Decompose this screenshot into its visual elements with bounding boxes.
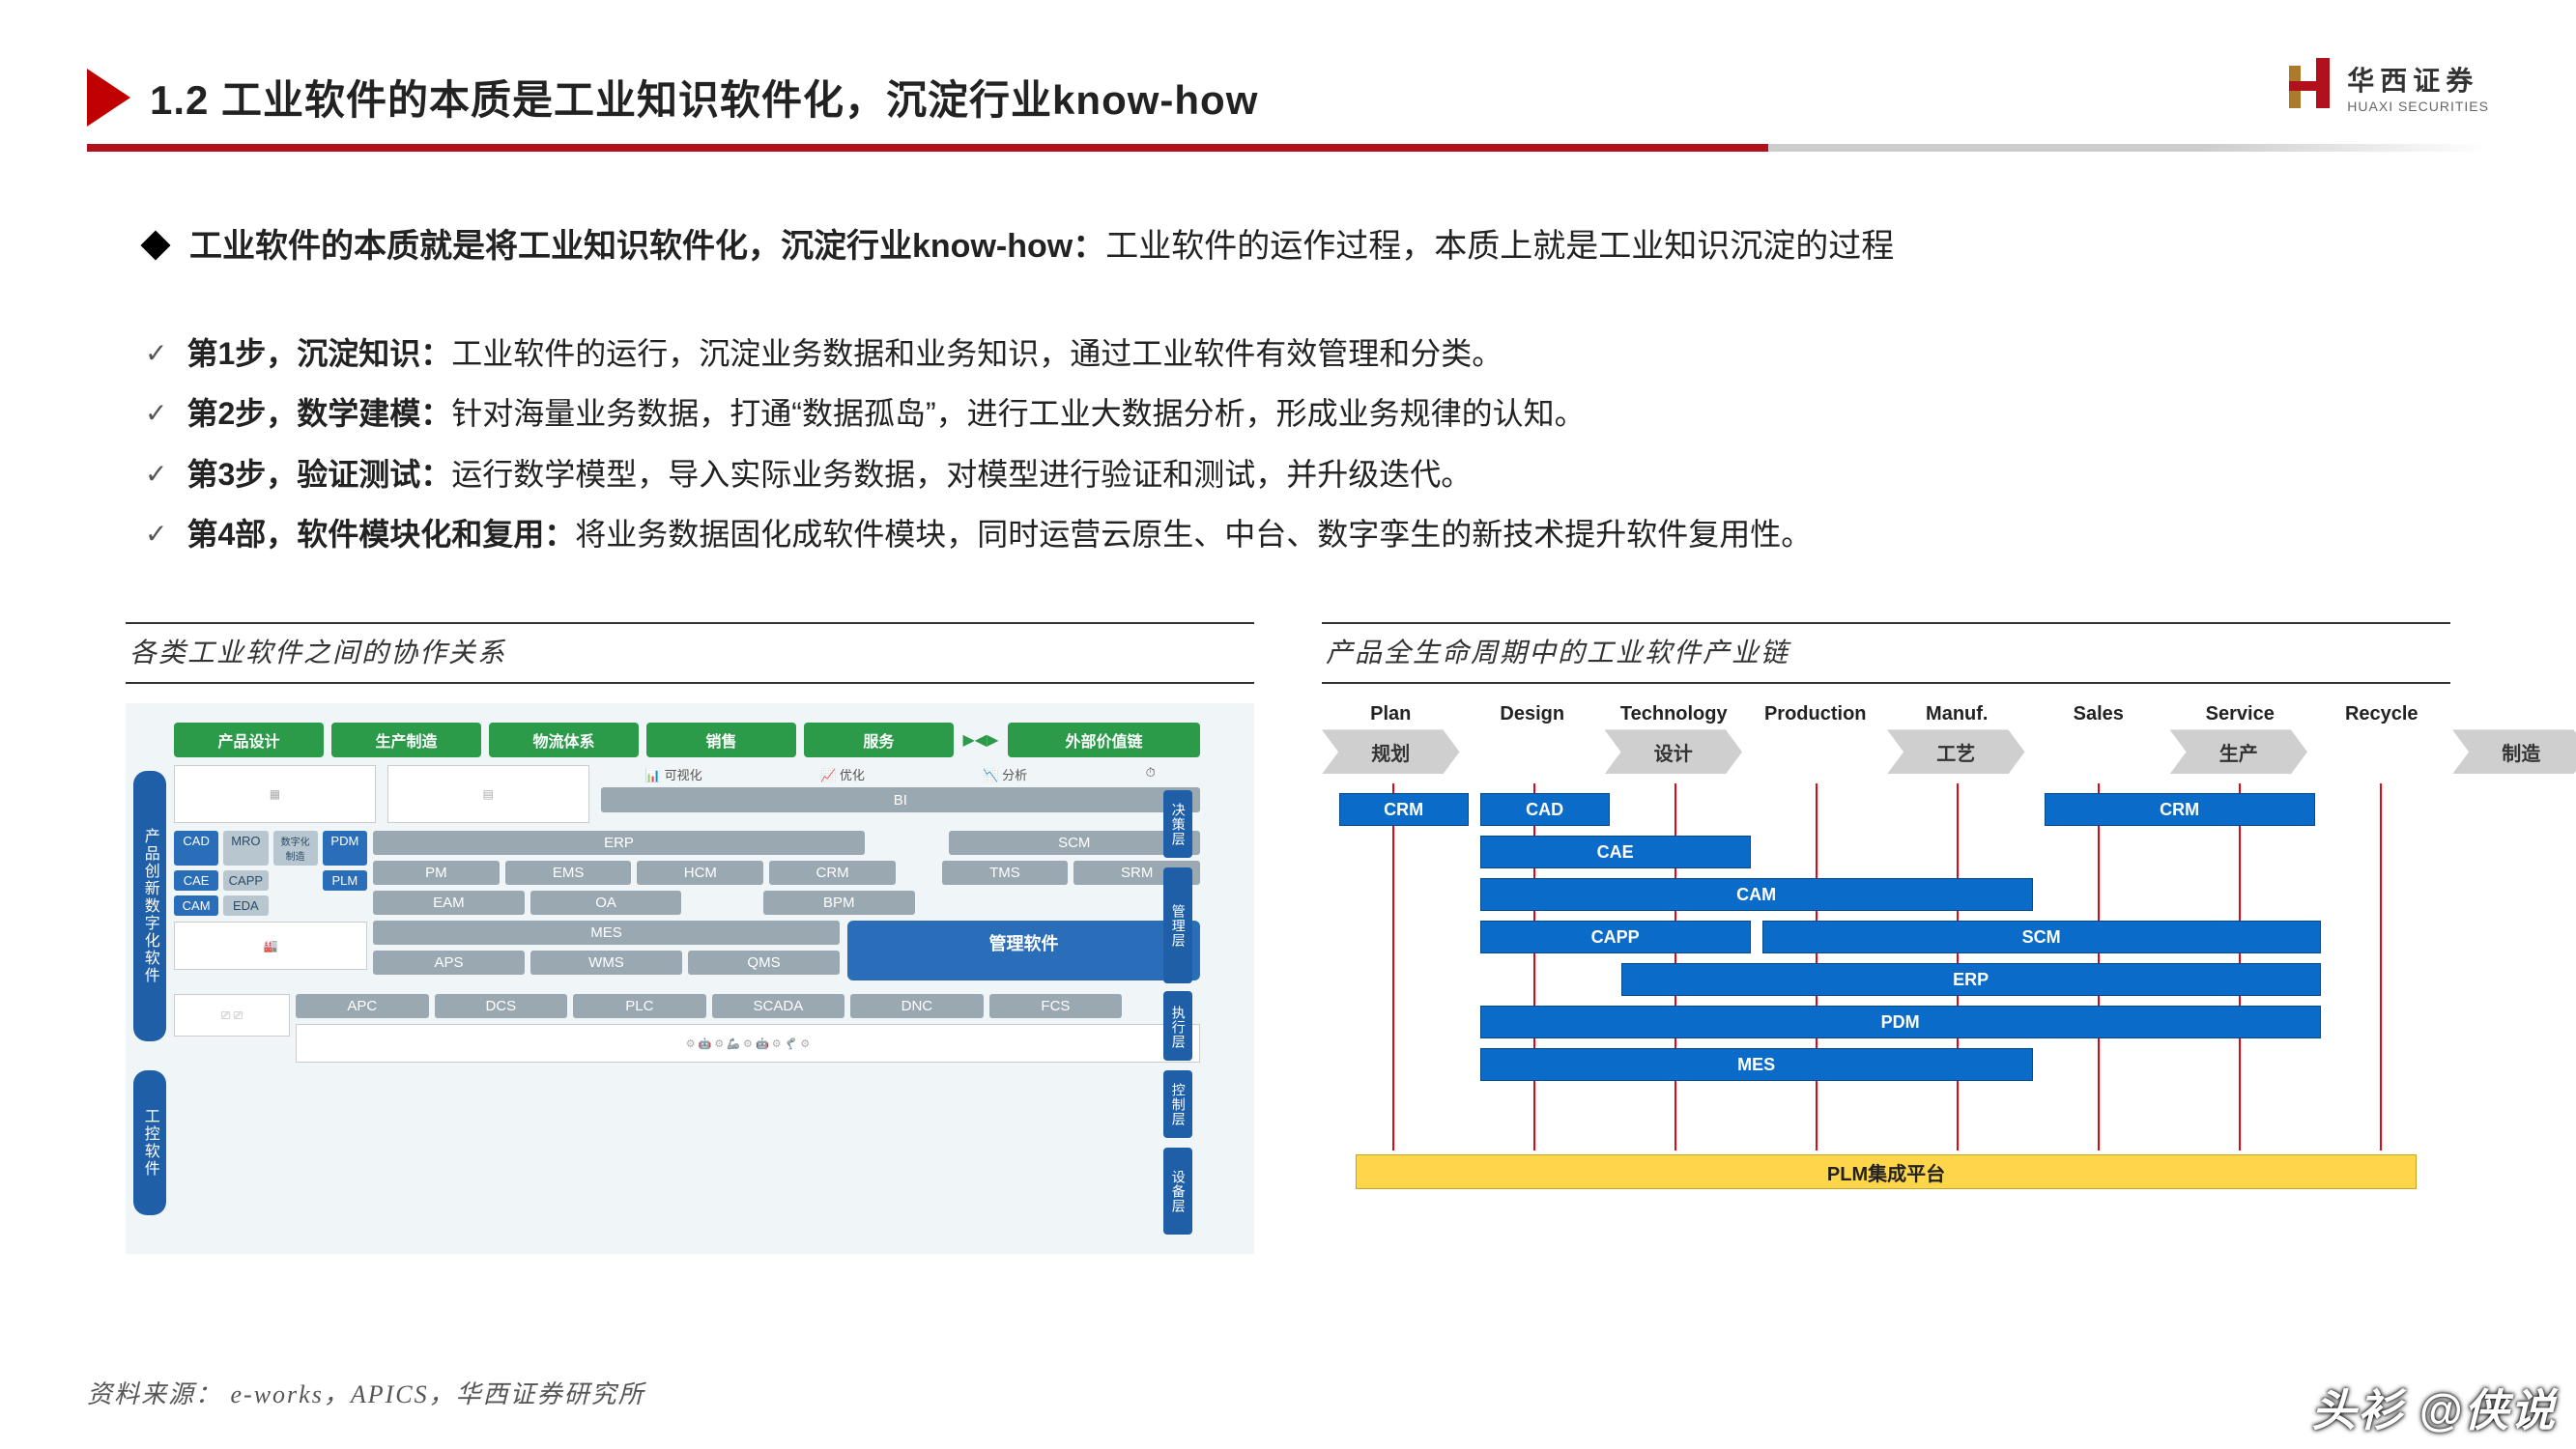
- illustration-icon: 🏭: [174, 922, 367, 970]
- stage-cn-chevron: 设计: [1605, 729, 1743, 774]
- right-diagram: PlanDesignTechnologyProductionManuf.Sale…: [1322, 703, 2450, 1254]
- stage-cn-chevron: 制造: [2452, 729, 2576, 774]
- chip: 产品设计: [174, 723, 324, 757]
- title-arrow-icon: [87, 69, 130, 127]
- title-underline: [87, 144, 2489, 152]
- layer-label: 设备层: [1163, 1148, 1192, 1235]
- lifecycle-bar: SCM: [1762, 921, 2321, 953]
- scada-icon: ⎚ ⎚: [174, 994, 290, 1037]
- lifecycle-lanes: CRM CAD CRM CAE CAM CAPP SCM ERP PDM MES PLM集成平台: [1322, 783, 2450, 1189]
- layer-label: 决策层: [1163, 790, 1192, 858]
- right-panel: 产品全生命周期中的工业软件产业链 PlanDesignTechnologyPro…: [1322, 622, 2450, 1254]
- content: 工业软件的本质就是将工业知识软件化，沉淀行业know-how：工业软件的运作过程…: [87, 219, 2489, 564]
- lifecycle-bar: CRM: [2045, 793, 2315, 826]
- lifecycle-bar: MES: [1480, 1048, 2033, 1081]
- layer-label: 控制层: [1163, 1070, 1192, 1138]
- logo-en: HUAXI SECURITIES: [2347, 99, 2489, 114]
- logo-cn: 华西证券: [2347, 60, 2489, 99]
- stage-cn-chevron: 规划: [1322, 729, 1460, 774]
- lead-rest: 工业软件的运作过程，本质上就是工业知识沉淀的过程: [1105, 228, 1894, 265]
- chip: 服务: [804, 723, 954, 757]
- layer-label: 执行层: [1163, 993, 1192, 1061]
- lead-bold: 工业软件的本质就是将工业知识软件化，沉淀行业know-how：: [189, 228, 1105, 265]
- watermark: 头衫 @侠说: [2311, 1376, 2557, 1439]
- step-item: 第2步，数学建模：针对海量业务数据，打通“数据孤岛”，进行工业大数据分析，形成业…: [145, 384, 2431, 443]
- lifecycle-bar: CAM: [1480, 878, 2033, 911]
- stage-en: Manuf.: [1888, 703, 2026, 725]
- lifecycle-bar: CAD: [1480, 793, 1610, 826]
- layer-label: 管理层: [1163, 867, 1192, 983]
- lifecycle-bar: PDM: [1480, 1006, 2321, 1038]
- lead-bullet: 工业软件的本质就是将工业知识软件化，沉淀行业know-how：工业软件的运作过程…: [145, 219, 2431, 275]
- lifecycle-bar: CAE: [1480, 836, 1751, 868]
- chip: 外部价值链: [1008, 723, 1200, 757]
- lifecycle-bar: CAPP: [1480, 921, 1751, 953]
- right-panel-title: 产品全生命周期中的工业软件产业链: [1322, 622, 2450, 684]
- lifecycle-bar: CRM: [1339, 793, 1469, 826]
- lifecycle-bar: ERP: [1621, 963, 2321, 996]
- lifecycle-vline: [1392, 783, 1394, 1151]
- left-panel: 各类工业软件之间的协作关系 产品创新数字化软件 工控软件 产品设计 生产制造 物…: [126, 622, 1254, 1254]
- stage-cn-chevron: 生产: [2170, 729, 2308, 774]
- chip: 生产制造: [331, 723, 481, 757]
- stage-cn-chevron: 工艺: [1887, 729, 2025, 774]
- step-item: 第4部，软件模块化和复用：将业务数据固化成软件模块，同时运营云原生、中台、数字孪…: [145, 504, 2431, 564]
- bi-bar: BI: [601, 787, 1200, 812]
- step-item: 第1步，沉淀知识：工业软件的运行，沉淀业务数据和业务知识，通过工业软件有效管理和…: [145, 324, 2431, 384]
- logo-text: 华西证券 HUAXI SECURITIES: [2347, 60, 2489, 114]
- left-vlabel-bot: 工控软件: [133, 1070, 166, 1215]
- brand-logo: 华西证券 HUAXI SECURITIES: [2285, 58, 2489, 116]
- lifecycle-en-row: PlanDesignTechnologyProductionManuf.Sale…: [1322, 703, 2450, 725]
- page-title: 1.2 工业软件的本质是工业知识软件化，沉淀行业know-how: [150, 68, 1258, 127]
- step-item: 第3步，验证测试：运行数学模型，导入实际业务数据，对模型进行验证和测试，并升级迭…: [145, 444, 2431, 504]
- stage-en: Technology: [1605, 703, 1743, 725]
- mgmt-software-label: 管理软件: [847, 921, 1200, 980]
- chain-sep-icon: ▶◀▶: [961, 723, 1000, 757]
- equipment-strip: ⚙ 🤖 ⚙ 🦾 ⚙ 🤖 ⚙ 🦿 ⚙: [296, 1024, 1200, 1063]
- lifecycle-vline: [2380, 783, 2382, 1151]
- mini-chart-icon: ▦: [174, 765, 376, 823]
- plm-strip: PLM集成平台: [1356, 1154, 2417, 1189]
- stage-en: Design: [1464, 703, 1602, 725]
- mini-chart-icon: ▤: [387, 765, 589, 823]
- slide: 1.2 工业软件的本质是工业知识软件化，沉淀行业know-how 华西证券 HU…: [0, 0, 2576, 1449]
- stage-en: Service: [2171, 703, 2309, 725]
- chip: 销售: [646, 723, 796, 757]
- left-diagram: 产品创新数字化软件 工控软件 产品设计 生产制造 物流体系 销售 服务 ▶◀▶ …: [126, 703, 1254, 1254]
- diagrams-row: 各类工业软件之间的协作关系 产品创新数字化软件 工控软件 产品设计 生产制造 物…: [87, 622, 2489, 1254]
- chip: 物流体系: [489, 723, 639, 757]
- left-vlabel-top: 产品创新数字化软件: [133, 771, 166, 1041]
- stage-en: Recycle: [2313, 703, 2451, 725]
- source-footnote: 资料来源： e-works，APICS，华西证券研究所: [87, 1375, 645, 1410]
- lifecycle-cn-row: 规划设计工艺生产制造销售服务回收: [1322, 729, 2450, 774]
- steps-list: 第1步，沉淀知识：工业软件的运行，沉淀业务数据和业务知识，通过工业软件有效管理和…: [145, 324, 2431, 565]
- left-panel-title: 各类工业软件之间的协作关系: [126, 622, 1254, 684]
- green-chip-row: 产品设计 生产制造 物流体系 销售 服务 ▶◀▶ 外部价值链: [174, 723, 1200, 757]
- header: 1.2 工业软件的本质是工业知识软件化，沉淀行业know-how: [87, 68, 2489, 127]
- stage-en: Sales: [2030, 703, 2168, 725]
- diamond-icon: [140, 230, 170, 260]
- stage-en: Production: [1747, 703, 1885, 725]
- stage-en: Plan: [1322, 703, 1460, 725]
- logo-mark-icon: [2285, 58, 2333, 116]
